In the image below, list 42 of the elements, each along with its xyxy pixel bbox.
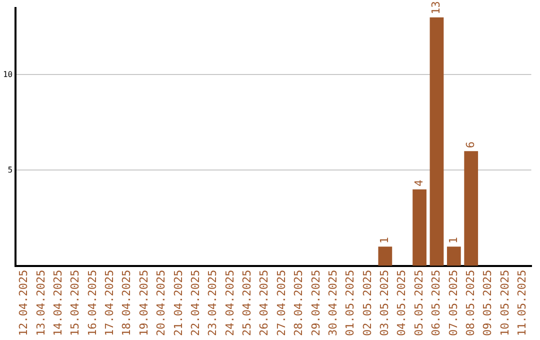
x-tick-label: 06.05.2025 [430, 270, 443, 336]
y-tick-label: 10 [2, 70, 13, 79]
x-tick-label: 15.04.2025 [68, 270, 82, 336]
x-tick-label: 10.05.2025 [498, 270, 512, 336]
x-tick-label: 30.04.2025 [326, 270, 340, 336]
bar [378, 246, 392, 266]
x-tick-label: 04.05.2025 [395, 270, 408, 336]
x-tick-label: 17.04.2025 [103, 270, 116, 336]
x-tick-label: 21.04.2025 [172, 270, 185, 336]
bar [446, 246, 461, 266]
data-label: 6 [464, 141, 477, 148]
x-tick-label: 24.04.2025 [223, 270, 236, 336]
x-tick-label: 01.05.2025 [344, 270, 357, 336]
data-label: 1 [378, 237, 392, 244]
x-tick-label: 23.04.2025 [206, 270, 220, 336]
x-tick-label: 14.04.2025 [51, 270, 64, 336]
bar [464, 151, 478, 266]
x-tick-label: 20.04.2025 [154, 270, 168, 336]
x-tick-label: 12.04.2025 [17, 270, 30, 336]
data-label: 4 [412, 179, 426, 186]
x-tick-label: 26.04.2025 [258, 270, 271, 336]
x-tick-label: 25.04.2025 [240, 270, 254, 336]
x-tick-label: 28.04.2025 [292, 270, 306, 336]
x-tick-label: 29.04.2025 [309, 270, 322, 336]
data-label: 13 [430, 1, 443, 14]
x-tick-label: 19.04.2025 [137, 270, 150, 336]
x-tick-label: 13.04.2025 [34, 270, 48, 336]
x-tick-label: 03.05.2025 [378, 270, 392, 336]
y-tick-label: 5 [8, 165, 13, 174]
x-tick-label: 09.05.2025 [481, 270, 494, 336]
x-tick-label: 18.04.2025 [120, 270, 134, 336]
x-tick-label: 05.05.2025 [412, 270, 426, 336]
x-tick-label: 27.04.2025 [274, 270, 288, 336]
x-tick-label: 11.05.2025 [516, 270, 529, 336]
x-tick-label: 08.05.2025 [464, 270, 477, 336]
data-label: 1 [446, 237, 460, 244]
x-tick-label: 07.05.2025 [446, 270, 460, 336]
bar [430, 17, 444, 266]
bar [412, 189, 426, 266]
x-tick-label: 22.04.2025 [188, 270, 202, 336]
x-tick-label: 02.05.2025 [360, 270, 374, 336]
x-tick-label: 16.04.2025 [86, 270, 99, 336]
